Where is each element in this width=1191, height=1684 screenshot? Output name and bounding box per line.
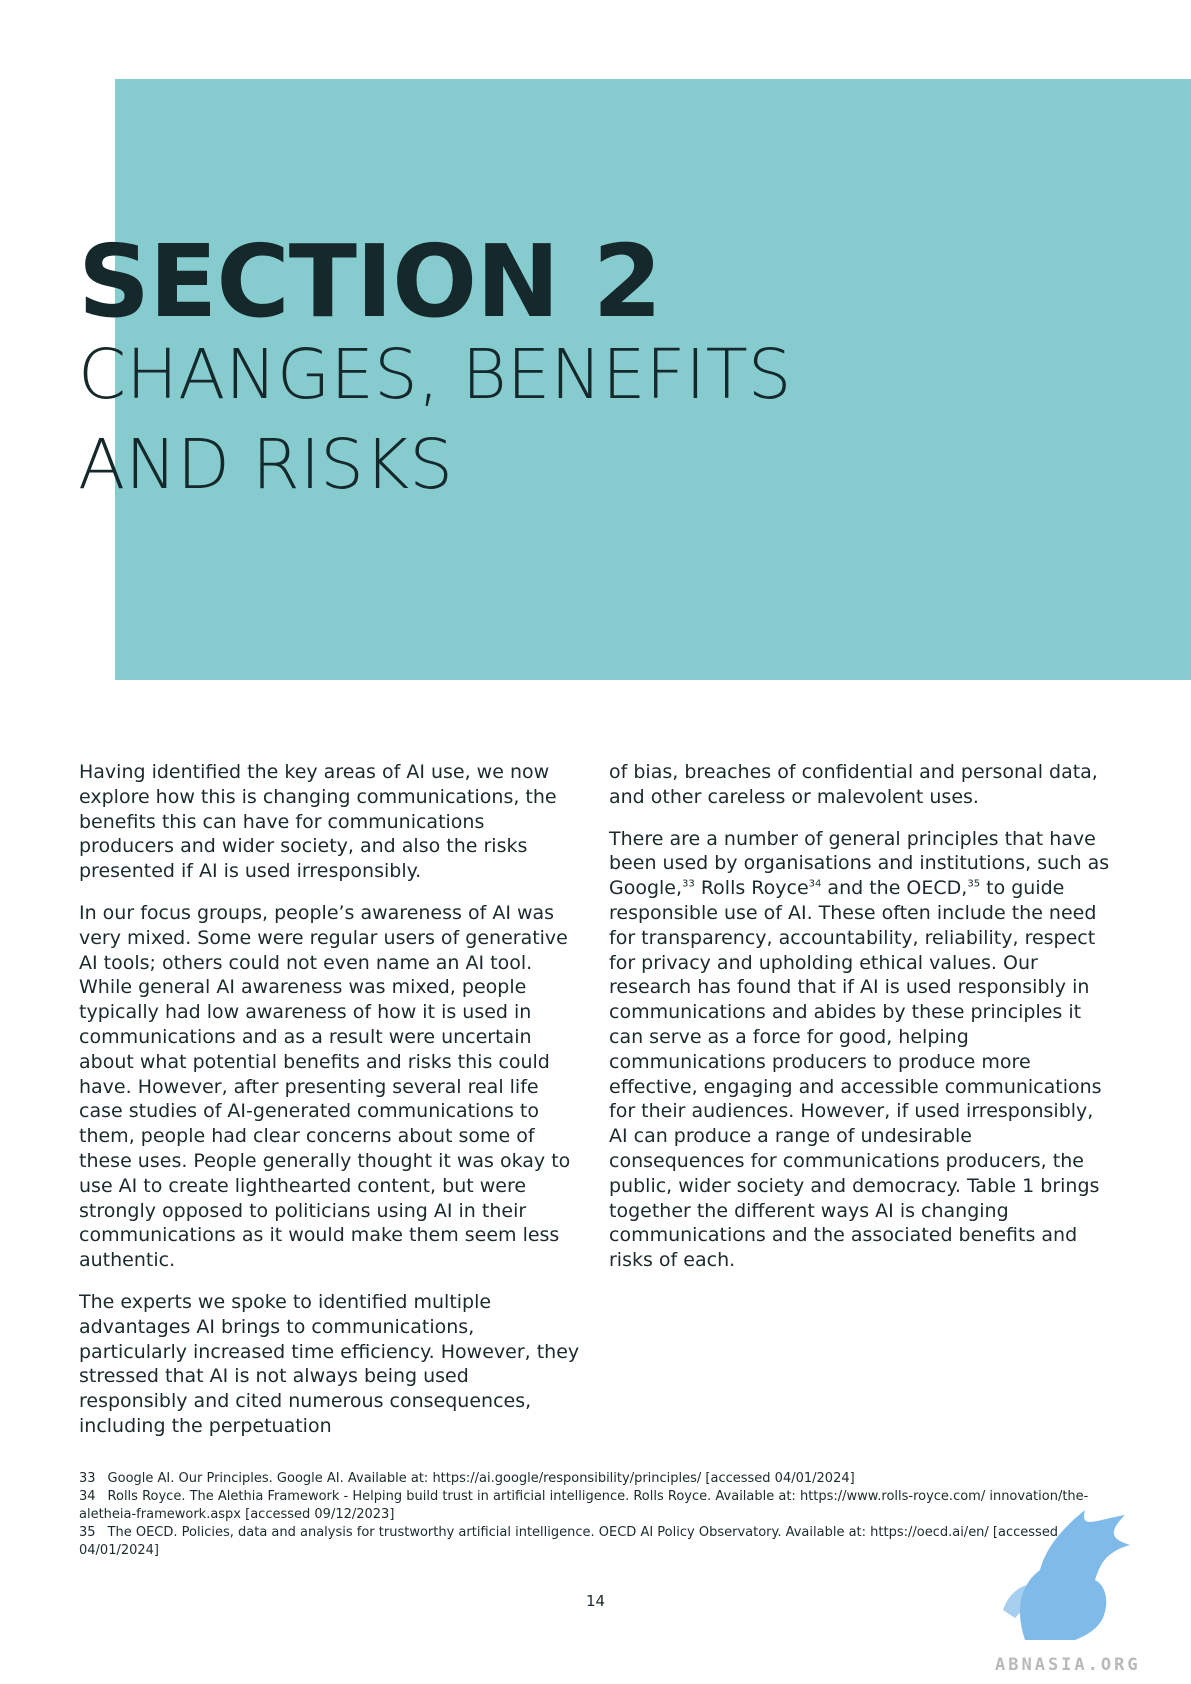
- section-title: CHANGES, BENEFITS AND RISKS: [78, 330, 1078, 510]
- paragraph-text: There are a number of general principles…: [609, 827, 1110, 900]
- paragraph: The experts we spoke to identified multi…: [79, 1290, 580, 1437]
- header-teal-block: [115, 79, 1191, 680]
- section-title-line-1: CHANGES, BENEFITS: [78, 335, 792, 415]
- left-column: Having identified the key areas of AI us…: [79, 760, 581, 1456]
- watermark-text: ABNASIA.ORG: [995, 1655, 1141, 1675]
- page-number: 14: [585, 1592, 606, 1610]
- section-heading: SECTION 2 CHANGES, BENEFITS AND RISKS: [78, 232, 1078, 510]
- section-number: SECTION 2: [78, 223, 662, 340]
- section-title-line-2: AND RISKS: [78, 425, 454, 505]
- paragraph: of bias, breaches of confidential and pe…: [609, 761, 1098, 808]
- footnotes: 33 Google AI. Our Principles. Google AI. …: [79, 1470, 1119, 1560]
- paragraph-text: Rolls Royce: [694, 877, 809, 900]
- footnote-number: 34: [79, 1489, 96, 1504]
- griffin-logo-icon: [1003, 1510, 1130, 1640]
- footnote-number: 35: [79, 1525, 96, 1540]
- footnote-text: Google AI. Our Principles. Google AI. Av…: [107, 1471, 855, 1486]
- right-column: of bias, breaches of confidential and pe…: [609, 760, 1111, 1290]
- paragraph: There are a number of general principles…: [609, 827, 1111, 1273]
- footnote-text: The OECD. Policies, data and analysis fo…: [79, 1525, 1059, 1558]
- paragraph: In our focus groups, people’s awareness …: [79, 901, 571, 1272]
- paragraph: Having identified the key areas of AI us…: [79, 761, 557, 883]
- footnote-ref-35[interactable]: 35: [967, 878, 981, 890]
- footnote-33: 33 Google AI. Our Principles. Google AI. …: [79, 1470, 1119, 1488]
- paragraph-text: to guide responsible use of AI. These of…: [609, 877, 1102, 1272]
- paragraph-text: and the OECD,: [821, 877, 968, 900]
- footnote-35: 35 The OECD. Policies, data and analysis …: [79, 1524, 1119, 1560]
- footnote-ref-34[interactable]: 34: [808, 878, 822, 890]
- footnote-ref-33[interactable]: 33: [682, 878, 695, 890]
- footnote-34: 34 Rolls Royce. The Alethia Framework - H…: [79, 1488, 1119, 1524]
- footnote-number: 33: [79, 1471, 96, 1486]
- footnote-text: Rolls Royce. The Alethia Framework - Hel…: [79, 1489, 1089, 1522]
